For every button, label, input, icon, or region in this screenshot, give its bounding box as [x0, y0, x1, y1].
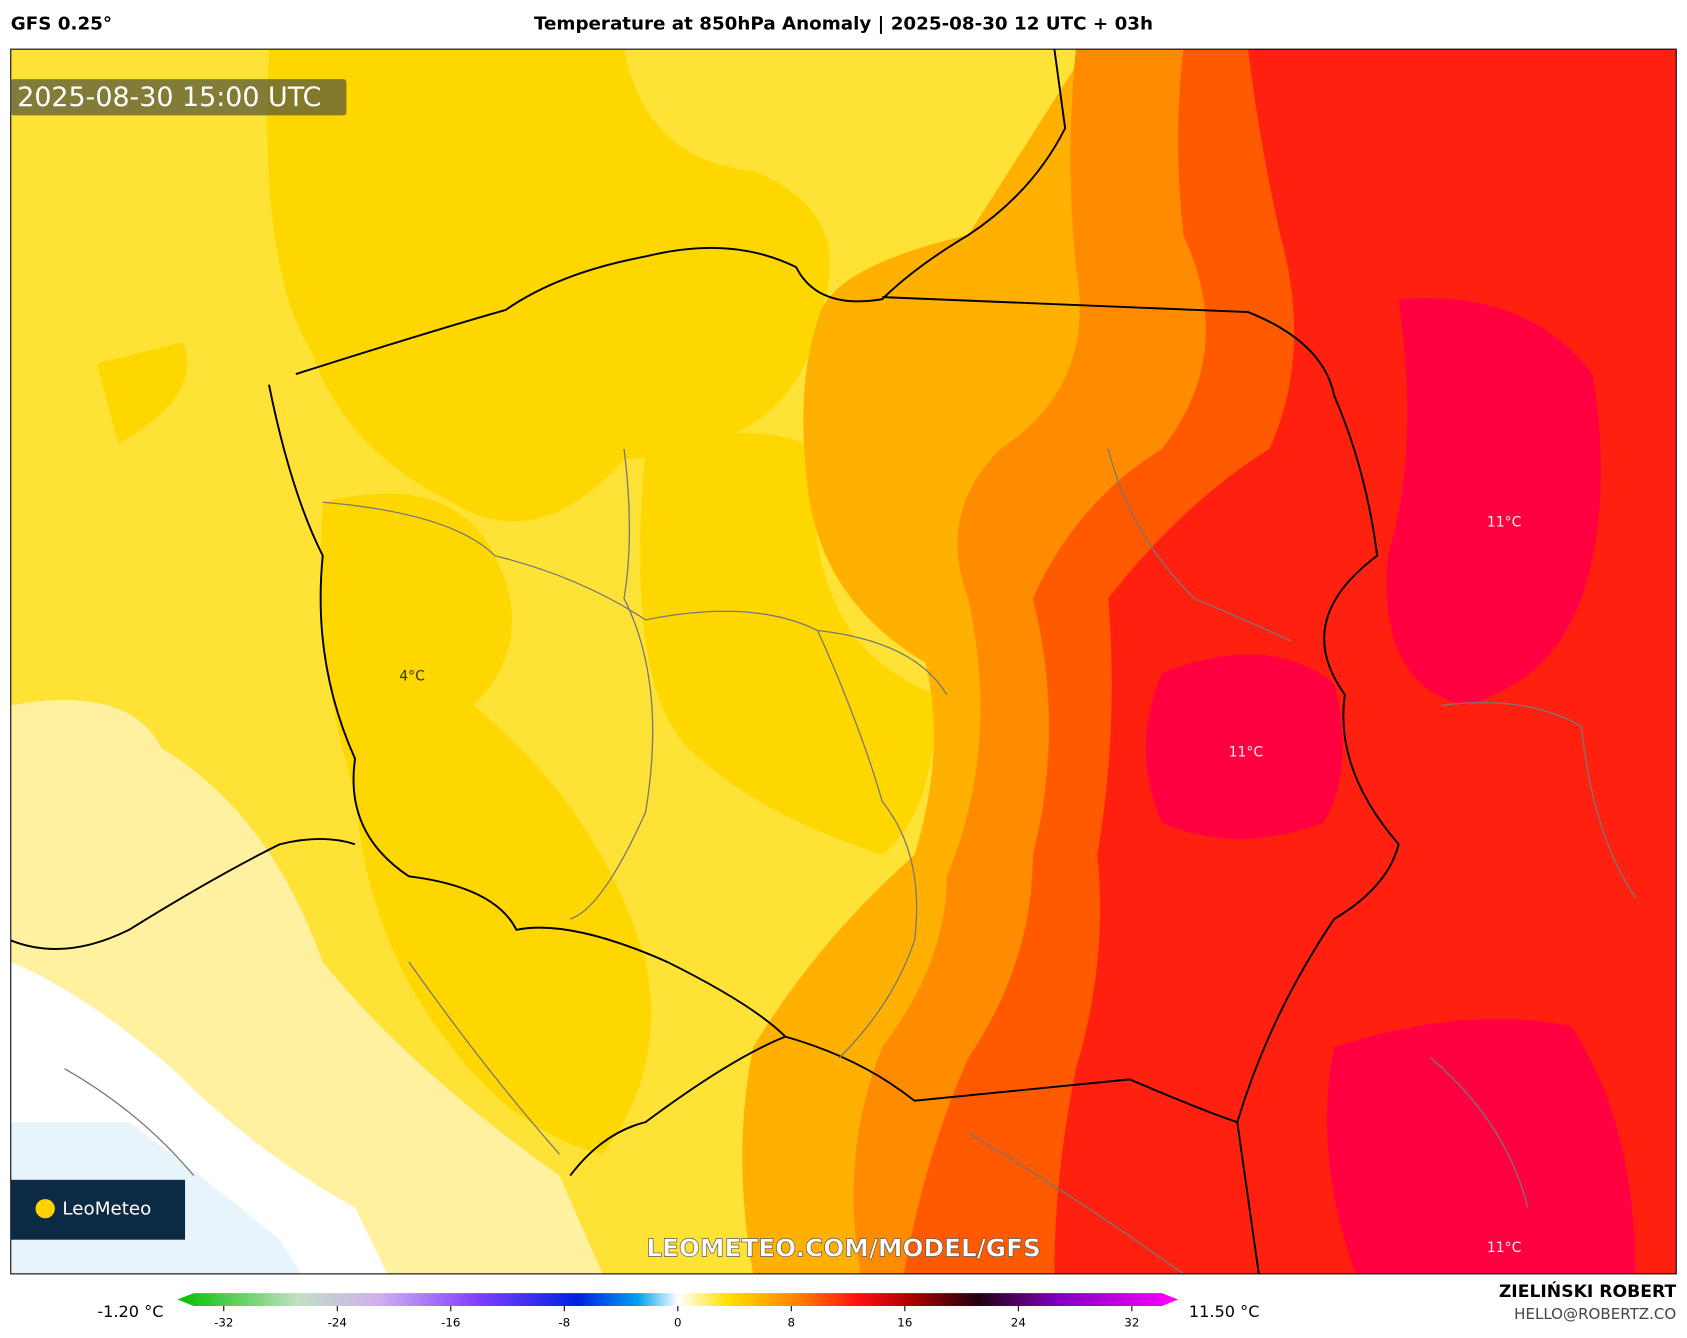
colorbar-ticks: -32 -24 -16 -8 0 8 16 24 32 — [214, 1305, 1139, 1330]
colorbar-max: 11.50 °C — [1189, 1302, 1260, 1321]
contact: HELLO@ROBERTZ.CO — [1514, 1305, 1676, 1323]
map-frame — [10, 48, 1677, 1275]
contour-label: 11°C — [1487, 1240, 1522, 1256]
map — [10, 49, 1677, 1274]
watermark: LEOMETEO.COM/MODEL/GFS — [646, 1233, 1041, 1262]
model-label: GFS 0.25° — [11, 14, 112, 35]
colorbar-tick-label: 8 — [788, 1316, 796, 1330]
colorbar — [177, 1293, 1179, 1306]
timestamp-box — [10, 79, 347, 116]
colorbar-tick-label: -32 — [214, 1316, 233, 1330]
logo: LeoMeteo — [62, 1199, 151, 1220]
colorbar-tick-label: 32 — [1124, 1316, 1139, 1330]
colorbar-min: -1.20 °C — [97, 1302, 163, 1321]
contour-label: 11°C — [1487, 515, 1522, 531]
timestamp: 2025-08-30 15:00 UTC — [17, 82, 321, 113]
contour-label: 4°C — [399, 669, 425, 685]
colorbar-tick-label: 16 — [897, 1316, 912, 1330]
logo-sun — [35, 1199, 55, 1219]
contour-label: 11°C — [1229, 744, 1264, 760]
author: ZIELIŃSKI ROBERT — [1499, 1280, 1677, 1302]
title: Temperature at 850hPa Anomaly | 2025-08-… — [534, 14, 1153, 35]
colorbar-tick-label: 24 — [1011, 1316, 1026, 1330]
colorbar-tick-label: -24 — [328, 1316, 347, 1330]
colorbar-tick-label: -16 — [441, 1316, 460, 1330]
colorbar-tick-label: -8 — [558, 1316, 570, 1330]
colorbar-tick-label: 0 — [674, 1316, 682, 1330]
